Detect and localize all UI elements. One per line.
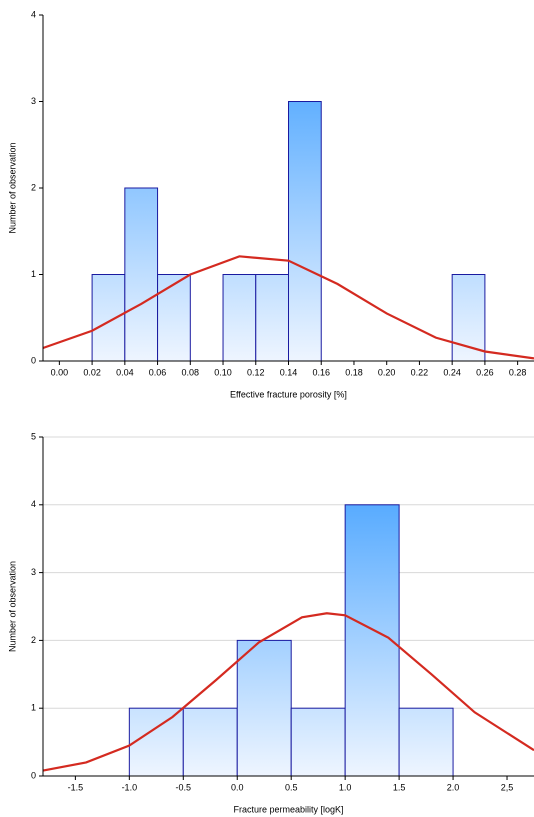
y-tick-label: 4 — [31, 9, 36, 19]
x-tick-label: 0.24 — [443, 367, 461, 377]
x-tick-label: 0.20 — [378, 367, 396, 377]
bar — [222, 274, 257, 362]
y-tick-label: 2 — [31, 635, 36, 645]
x-tick-label: 0.14 — [280, 367, 298, 377]
y-tick-label: 1 — [31, 703, 36, 713]
bar — [236, 639, 292, 777]
x-tick-label: 0.16 — [312, 367, 330, 377]
y-tick-label: 5 — [31, 431, 36, 441]
bar — [91, 274, 126, 362]
x-axis-label: Effective fracture porosity [%] — [230, 389, 347, 399]
bar — [182, 707, 238, 777]
bar — [451, 274, 486, 362]
y-tick-label: 2 — [31, 182, 36, 192]
x-tick-label: -0.5 — [176, 782, 192, 792]
x-tick-label: -1.0 — [122, 782, 138, 792]
bar — [288, 101, 322, 362]
fitted-curve — [42, 255, 534, 360]
x-tick-label: 0.04 — [116, 367, 134, 377]
y-tick-label: 3 — [31, 96, 36, 106]
bar — [128, 707, 184, 777]
y-tick-label: 1 — [31, 269, 36, 279]
x-tick-label: 0.06 — [149, 367, 167, 377]
x-tick-label: 0.0 — [231, 782, 244, 792]
bar — [398, 707, 454, 777]
fitted-curve — [42, 612, 534, 772]
x-tick-label: 0.08 — [182, 367, 200, 377]
bar — [157, 274, 191, 362]
y-tick-label: 3 — [31, 567, 36, 577]
y-axis-label: Number of observation — [7, 142, 17, 233]
bar — [290, 707, 346, 777]
x-tick-label: 0.00 — [51, 367, 69, 377]
x-tick-label: 0.12 — [247, 367, 265, 377]
x-tick-label: 0.28 — [509, 367, 527, 377]
x-tick-label: 2,5 — [501, 782, 514, 792]
x-tick-label: 0.10 — [214, 367, 232, 377]
x-tick-label: 1.5 — [393, 782, 406, 792]
x-tick-label: 0.26 — [476, 367, 494, 377]
x-tick-label: 2.0 — [447, 782, 460, 792]
y-axis-label: Number of observation — [7, 561, 17, 652]
x-axis-label: Fracture permeability [logK] — [233, 804, 343, 814]
x-tick-label: 1.0 — [339, 782, 352, 792]
y-tick-label: 0 — [31, 770, 36, 780]
bar — [124, 187, 159, 362]
x-tick-label: 0.22 — [411, 367, 429, 377]
x-tick-label: 0.5 — [285, 782, 298, 792]
x-tick-label: 0.02 — [83, 367, 101, 377]
x-tick-label: -1.5 — [68, 782, 84, 792]
y-tick-label: 0 — [31, 355, 36, 365]
y-tick-label: 4 — [31, 499, 36, 509]
x-tick-label: 0.18 — [345, 367, 363, 377]
bar — [255, 274, 289, 362]
